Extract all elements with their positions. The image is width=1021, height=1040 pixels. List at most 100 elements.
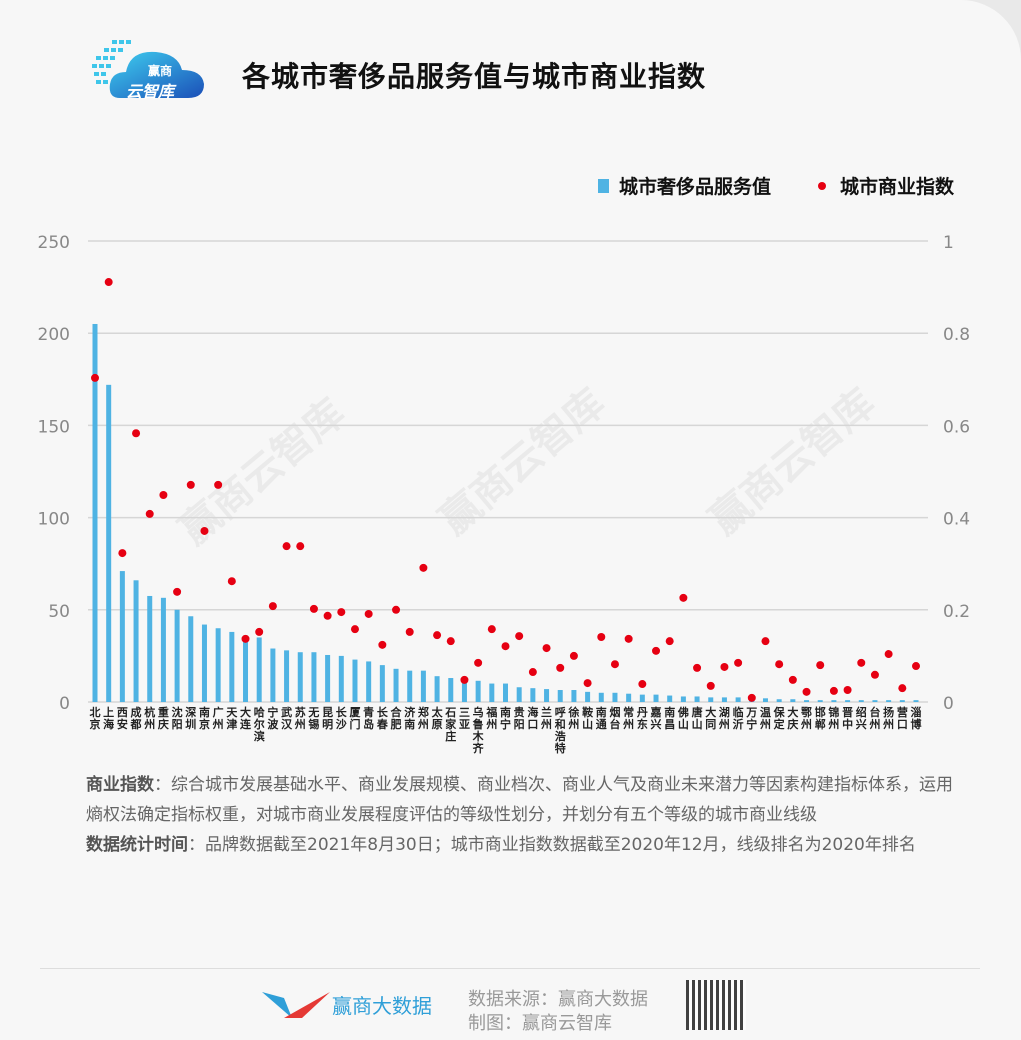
bar [338, 655, 344, 702]
bar [256, 637, 262, 702]
bar [434, 676, 440, 702]
bar [667, 695, 673, 702]
x-tick-label: 沈阳 [172, 705, 183, 731]
x-tick-label: 武汉 [281, 705, 293, 731]
bar [366, 661, 372, 702]
x-tick-label: 南京 [199, 705, 210, 731]
bar [804, 700, 810, 702]
scatter-point [159, 491, 168, 500]
x-tick-label: 西安 [117, 706, 128, 731]
legend-bar-swatch [598, 178, 609, 193]
footer-brand: 赢商大数据 [332, 994, 432, 1018]
x-tick-label: 南通 [596, 705, 607, 731]
scatter-point [884, 650, 893, 659]
scatter-point [843, 686, 852, 695]
x-tick-label: 营口 [897, 705, 908, 731]
x-tick-label: 乌鲁木齐 [472, 705, 485, 755]
scatter-point [433, 631, 442, 640]
bar [680, 696, 686, 702]
x-tick-label: 常州 [622, 705, 634, 731]
notes: 商业指数：综合城市发展基础水平、商业发展规模、商业档次、商业人气及商业未来潜力等… [86, 770, 956, 860]
x-tick-label: 上海 [103, 705, 114, 731]
qr-code [686, 980, 746, 1030]
bar [817, 700, 823, 702]
x-tick-label: 鞍山 [582, 705, 593, 731]
x-tick-label: 三亚 [459, 706, 470, 731]
scatter-point [788, 675, 797, 684]
scatter-point [556, 663, 565, 672]
x-tick-label: 昆明 [322, 706, 333, 731]
x-tick-label: 临沂 [733, 705, 744, 731]
x-tick-label: 晋中 [842, 706, 853, 731]
scatter-point [241, 634, 250, 643]
x-tick-label: 淄博 [911, 705, 922, 731]
bar [284, 650, 290, 702]
bar [872, 700, 878, 702]
scatter-point [487, 625, 496, 634]
y-left-tick-label: 0 [59, 694, 70, 714]
logo-text-bottom: 云智库 [126, 82, 175, 101]
scatter-point [679, 593, 688, 602]
x-tick-label: 北京 [90, 705, 101, 731]
scatter-point [91, 373, 99, 382]
bar [571, 690, 577, 702]
x-tick-label: 鄂州 [800, 705, 812, 731]
bar [188, 616, 194, 702]
y-right-tick-label: 0.2 [943, 602, 970, 622]
x-tick-label: 厦门 [349, 706, 361, 731]
bar [311, 652, 317, 702]
x-tick-label: 温州 [759, 705, 771, 731]
x-tick-label: 万宁 [745, 706, 757, 731]
chart: 0 50 100 150 200 250 0 0.2 0.4 0.6 0.8 1 北京上海西安成都杭州重… [38, 233, 971, 755]
scatter-point [515, 632, 524, 641]
legend-item-bar: 城市奢侈品服务值 [598, 172, 771, 199]
scatter-point [665, 637, 674, 646]
scatter-point [405, 627, 414, 636]
scatter-point [912, 662, 920, 671]
y-right-tick-label: 1 [943, 233, 954, 253]
legend-dot-label: 城市商业指数 [840, 176, 955, 198]
bar [352, 659, 358, 702]
scatter-point [829, 686, 838, 695]
x-tick-label: 佛山 [677, 705, 689, 731]
page-title: 各城市奢侈品服务值与城市商业指数 [242, 60, 707, 93]
bar [858, 700, 864, 702]
bar [886, 700, 892, 702]
scatter-point [734, 658, 743, 667]
scatter-point [652, 646, 661, 655]
y-left-tick-label: 200 [38, 325, 70, 345]
scatter-point [706, 681, 715, 690]
scatter-point [364, 609, 373, 618]
x-tick-label: 太原 [431, 705, 444, 731]
scatter-point [296, 542, 305, 551]
x-tick-label: 济南 [404, 705, 416, 731]
scatter-point [542, 644, 551, 653]
bar [297, 652, 303, 702]
x-tick-label: 长春 [377, 705, 389, 731]
scatter-point [337, 608, 346, 617]
note-time: 数据统计时间：品牌数据截至2021年8月30日；城市商业指数数据截至2020年1… [86, 830, 956, 860]
x-tick-label: 宁波 [267, 705, 279, 731]
scatter-point [857, 658, 866, 667]
note-definition-label: 商业指数 [86, 775, 154, 795]
scatter-point [104, 278, 113, 287]
scatter-point [747, 693, 756, 702]
scatter-point [227, 577, 236, 586]
scatter-point [186, 480, 195, 489]
bar [325, 654, 331, 702]
bar [379, 665, 385, 702]
bar [489, 683, 495, 702]
x-tick-label: 郑州 [417, 705, 429, 731]
bar [762, 698, 768, 702]
bar [598, 692, 604, 702]
bar [92, 323, 98, 702]
x-tick-label: 大连 [240, 705, 252, 731]
x-tick-label: 成都 [130, 705, 142, 731]
bar [694, 696, 700, 702]
x-tick-label: 福州 [485, 705, 497, 731]
bar [133, 580, 139, 702]
x-tick-label: 邯郸 [815, 705, 826, 731]
note-time-text: ：品牌数据截至2021年8月30日；城市商业指数数据截至2020年12月，线级排… [188, 835, 916, 855]
scatter-point [569, 651, 578, 660]
